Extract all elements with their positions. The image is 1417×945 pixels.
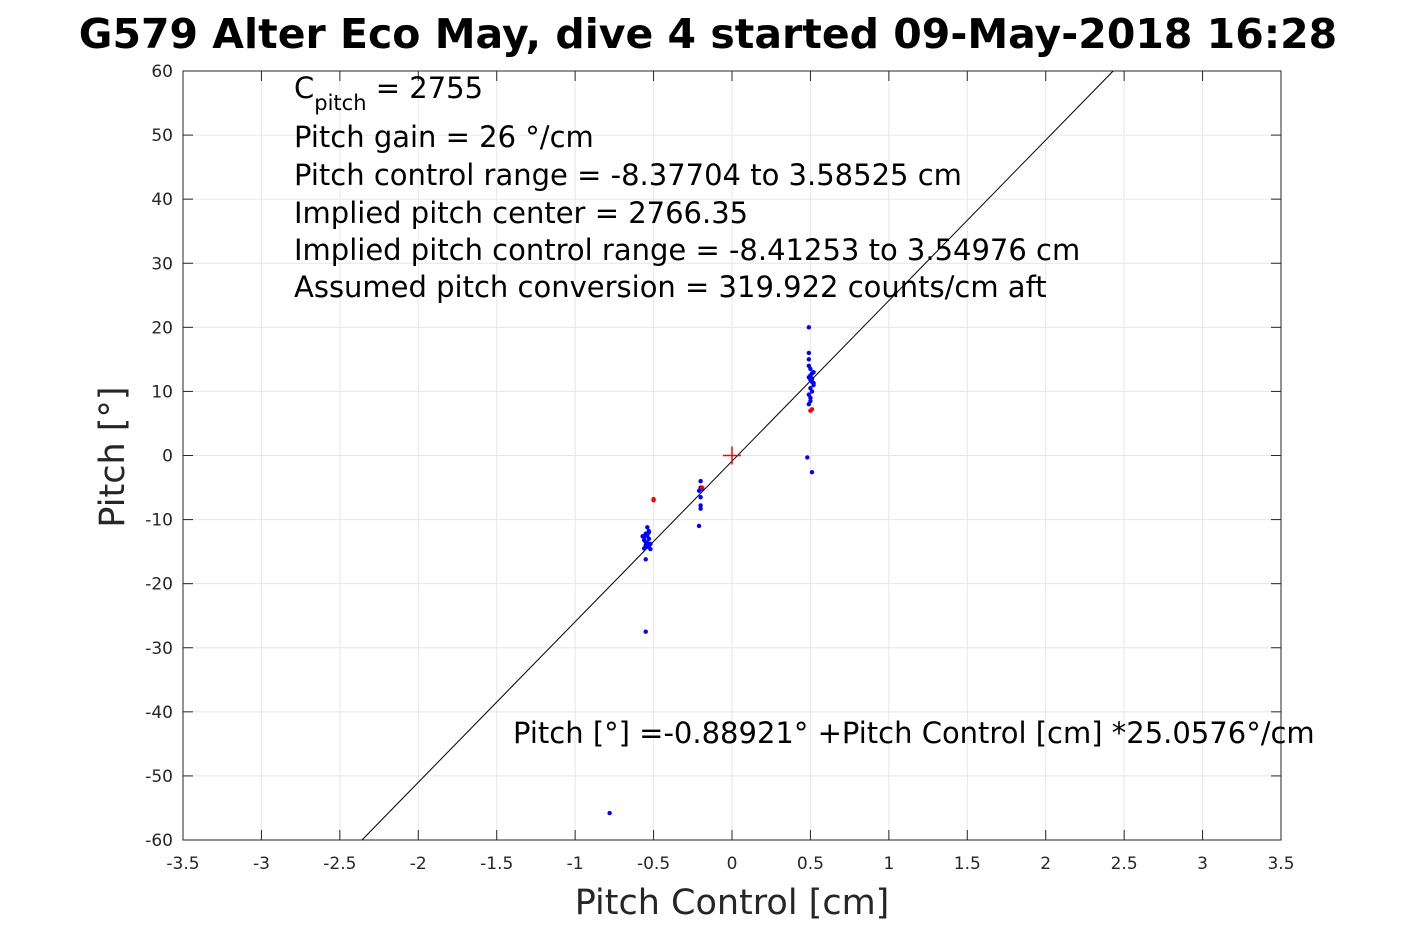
data-point-blue [698,478,703,484]
data-point-blue [645,525,650,530]
y-tick-label: 30 [151,254,173,274]
x-tick-label: -2 [410,854,427,874]
x-tick-label: 2 [1040,854,1051,874]
conversion-annotation: Assumed pitch conversion = 319.922 count… [294,270,1047,304]
x-tick-label: 3.5 [1267,854,1294,874]
control-range-annotation: Pitch control range = -8.37704 to 3.5852… [294,158,962,192]
x-tick-label: -0.5 [637,854,670,874]
data-point-blue [646,528,652,534]
data-point-blue [641,537,647,543]
implied-range-annotation: Implied pitch control range = -8.41253 t… [294,233,1080,267]
y-tick-label: 60 [151,62,173,82]
data-point-blue [607,810,612,816]
y-tick-labels: -60 -50 -40 -30 -20 -10 0 10 20 30 40 50 60 [145,62,173,851]
fit-equation-annotation: Pitch [°] =-0.88921° +Pitch Control [cm]… [513,716,1315,750]
x-tick-label: -2.5 [323,854,356,874]
info-annotations: Cpitch = 2755 Pitch gain = 26 °/cm Pitch… [294,71,1315,750]
data-point-red [699,485,705,490]
y-tick-label: -20 [145,575,173,595]
y-tick-label: 0 [162,447,173,467]
y-tick-label: 10 [151,382,173,402]
x-tick-label: 1 [883,854,894,874]
y-tick-label: -40 [145,703,173,723]
data-point-blue [643,557,648,562]
implied-center-annotation: Implied pitch center = 2766.35 [294,196,748,230]
c-pitch-value: = 2755 [367,71,484,105]
data-point-blue [645,533,650,538]
x-tick-labels: -3.5 -3 -2.5 -2 -1.5 -1 -0.5 0 0.5 1 1.5 2 2.5 3 3.5 [166,854,1294,874]
data-point-blue [805,455,810,460]
y-tick-label: 50 [151,126,173,146]
x-tick-label: 0 [727,854,738,874]
data-point-blue [645,540,650,545]
x-tick-label: -3 [253,854,270,874]
x-tick-label: 3 [1197,854,1208,874]
data-point-blue [646,544,652,550]
y-tick-label: 40 [151,190,173,210]
pitch-gain-annotation: Pitch gain = 26 °/cm [294,120,594,154]
axis-ticks [182,70,1282,841]
data-point-blue [806,402,812,407]
data-points [607,325,816,816]
data-point-blue [698,503,703,508]
data-point-blue [698,494,703,500]
data-point-red [651,496,656,502]
data-point-blue [806,357,812,362]
x-tick-label: 1.5 [954,854,981,874]
data-point-blue [806,375,812,380]
data-point-blue [811,380,816,386]
c-pitch-annotation: Cpitch = 2755 [294,71,483,115]
x-tick-label: 0.5 [797,854,824,874]
y-tick-label: -10 [145,511,173,531]
data-point-blue [696,523,702,529]
data-point-blue [808,395,813,401]
center-marker [723,446,741,465]
y-tick-label: -30 [145,639,173,659]
data-point-red [809,407,815,412]
y-tick-label: -50 [145,767,173,787]
x-tick-label: -1 [567,854,584,874]
data-point-blue [806,350,812,356]
data-point-blue [809,469,815,475]
data-point-blue [640,534,645,539]
y-tick-label: -60 [145,831,173,851]
x-tick-label: -1.5 [480,854,513,874]
x-tick-label: 2.5 [1111,854,1138,874]
data-point-blue [806,325,812,330]
x-axis-label: Pitch Control [cm] [575,883,890,923]
y-tick-label: 20 [151,318,173,338]
x-tick-label: -3.5 [166,854,199,874]
data-point-blue [809,389,815,394]
c-pitch-subscript: pitch [314,91,366,115]
chart-title: G579 Alter Eco May, dive 4 started 09-Ma… [79,10,1337,58]
y-axis-label: Pitch [°] [93,386,133,527]
data-point-blue [698,506,703,511]
data-point-blue [809,371,815,376]
data-point-blue [643,629,648,634]
grid [183,71,1281,840]
c-pitch-main: C [294,71,314,105]
data-point-blue [808,366,813,372]
